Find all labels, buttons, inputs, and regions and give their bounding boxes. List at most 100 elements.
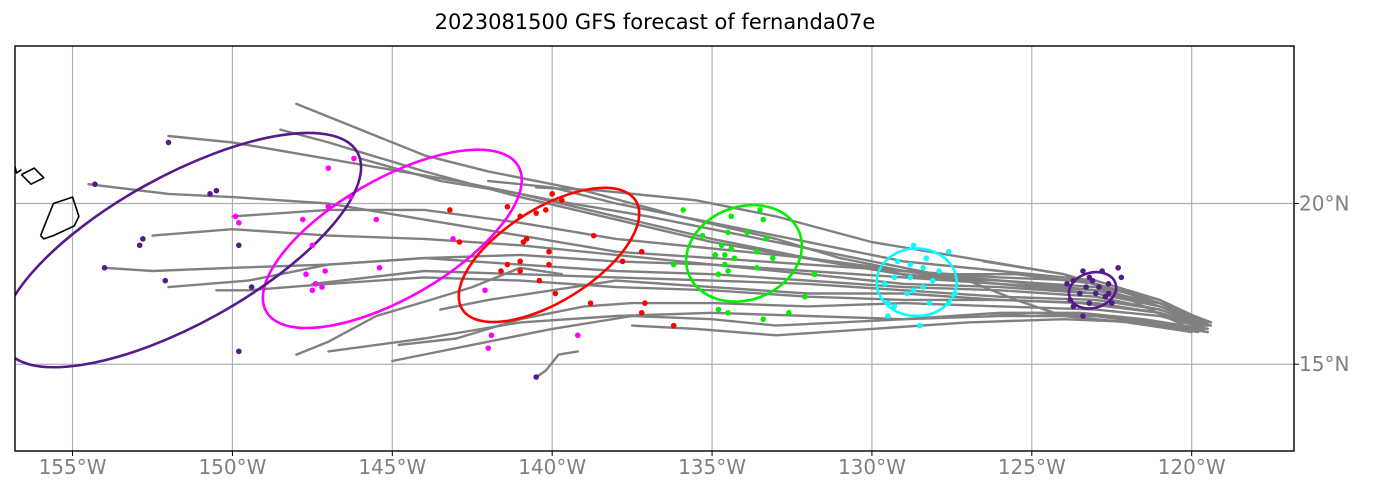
forecast-position-dot — [248, 284, 255, 290]
forecast-position-dot — [347, 194, 354, 200]
forecast-position-dot — [322, 268, 328, 274]
forecast-position-dot — [1105, 281, 1112, 287]
maui-island — [20, 167, 45, 185]
hawaii-island — [39, 196, 80, 240]
forecast-position-dot — [1096, 284, 1102, 290]
forecast-position-dot — [1083, 284, 1089, 290]
forecast-position-dot — [92, 181, 98, 188]
forecast-position-dot — [498, 268, 504, 274]
forecast-position-dot — [801, 293, 808, 300]
gridlines — [15, 46, 1294, 451]
forecast-position-dot — [456, 239, 463, 245]
ensemble-track-12 — [215, 276, 1209, 331]
ensemble-track-14 — [397, 301, 1209, 347]
forecast-position-dot — [936, 268, 942, 274]
forecast-position-dot — [757, 207, 763, 213]
forecast-position-dot — [770, 255, 776, 261]
forecast-position-dot — [891, 274, 898, 281]
forecast-position-dot — [910, 242, 917, 249]
forecast-position-dot — [1099, 268, 1105, 274]
forecast-position-dot — [725, 229, 731, 236]
forecast-position-dot — [917, 322, 923, 329]
forecast-position-dot — [725, 309, 731, 316]
forecast-position-dot — [533, 374, 539, 380]
forecast-position-dot — [546, 248, 552, 255]
ensemble-track-2 — [279, 128, 1213, 327]
uncertainty-ellipse-6 — [15, 131, 363, 369]
ensemble-track-20 — [989, 311, 1200, 334]
forecast-position-dot — [136, 242, 143, 249]
forecast-position-dot — [715, 306, 722, 313]
forecast-position-dot — [517, 213, 524, 220]
forecast-position-dot — [1080, 268, 1086, 274]
x-tick-label: 155°W — [39, 455, 107, 479]
forecast-position-dot — [558, 197, 565, 204]
forecast-position-dot — [574, 332, 581, 339]
x-tick-label: 145°W — [358, 455, 426, 479]
forecast-position-dot — [619, 258, 626, 265]
forecast-position-dot — [907, 274, 914, 281]
forecast-position-dot — [728, 213, 735, 220]
forecast-position-dot — [945, 300, 952, 306]
forecast-position-dot — [450, 236, 456, 242]
ensemble-tracks — [87, 102, 1213, 379]
forecast-position-dot — [760, 316, 767, 323]
forecast-position-dot — [207, 191, 213, 197]
uncertainty-ellipse-4 — [457, 186, 641, 324]
y-tick-label: 20°N — [1299, 192, 1349, 216]
forecast-positions — [92, 139, 1125, 380]
forecast-position-dot — [1070, 303, 1077, 310]
forecast-position-dot — [1105, 290, 1112, 297]
forecast-position-dot — [299, 216, 306, 223]
x-tick-label: 135°W — [678, 455, 746, 479]
ensemble-track-13 — [439, 279, 1206, 327]
ensemble-track-11 — [311, 269, 1209, 327]
forecast-position-dot — [140, 236, 146, 242]
forecast-position-dot — [811, 271, 818, 278]
forecast-position-dot — [1080, 313, 1086, 319]
map-background — [15, 46, 1294, 451]
forecast-position-dot — [712, 252, 719, 258]
uncertainty-ellipse-5 — [261, 148, 524, 330]
forecast-position-dot — [303, 271, 309, 278]
ensemble-track-22 — [295, 266, 563, 356]
forecast-position-dot — [638, 309, 645, 316]
latitude-ticks: 20°N 15°N — [1294, 192, 1349, 376]
ensemble-track-4 — [487, 179, 1209, 324]
forecast-position-dot — [488, 332, 495, 339]
forecast-position-dot — [1115, 264, 1121, 271]
map-title: 2023081500 GFS forecast of fernanda07e — [434, 10, 876, 34]
forecast-position-dot — [319, 284, 325, 290]
forecast-position-dot — [881, 281, 888, 287]
forecast-position-dot — [325, 165, 332, 171]
forecast-position-dot — [236, 348, 242, 355]
forecast-position-dot — [213, 187, 220, 194]
forecast-position-dot — [1092, 290, 1099, 297]
forecast-position-dot — [722, 252, 728, 258]
x-tick-label: 125°W — [998, 455, 1066, 479]
forecast-position-dot — [232, 213, 239, 220]
forecast-position-dot — [670, 322, 677, 329]
forecast-position-dot — [549, 191, 555, 197]
forecast-position-dot — [785, 309, 792, 316]
ensemble-track-8 — [87, 182, 1213, 324]
forecast-position-dot — [728, 245, 735, 252]
ensemble-track-21 — [535, 350, 579, 379]
forecast-position-dot — [482, 287, 488, 294]
ensemble-track-5 — [535, 186, 1206, 327]
forecast-position-dot — [907, 261, 914, 268]
forecast-position-dot — [1070, 277, 1077, 284]
forecast-position-dot — [891, 303, 898, 310]
forecast-position-dot — [638, 248, 645, 255]
forecast-position-dot — [1118, 274, 1125, 281]
forecast-position-dot — [680, 207, 687, 213]
forecast-position-dot — [670, 261, 677, 268]
x-tick-label: 130°W — [838, 455, 906, 479]
forecast-position-dot — [376, 264, 383, 271]
forecast-position-dot — [162, 277, 169, 284]
ensemble-track-19 — [982, 260, 1193, 331]
forecast-position-dot — [517, 268, 524, 274]
forecast-position-dot — [101, 264, 108, 271]
